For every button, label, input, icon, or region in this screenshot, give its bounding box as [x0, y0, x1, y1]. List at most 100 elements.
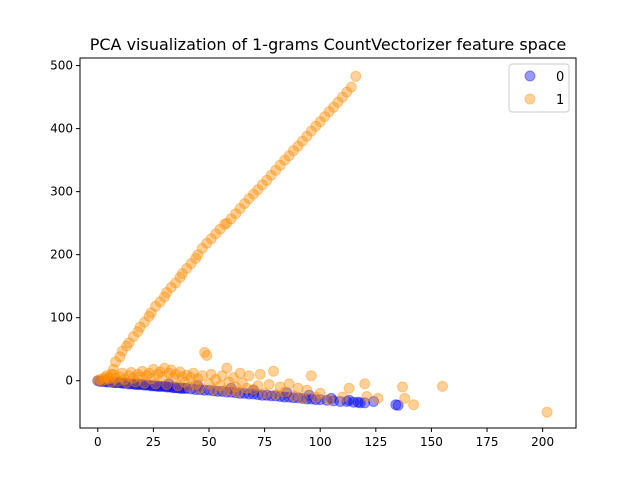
point-series-1-97 — [167, 372, 179, 384]
point-series-1-94 — [161, 379, 173, 390]
x-tick-label-100: 100 — [309, 435, 332, 449]
point-series-0-85 — [248, 384, 259, 396]
legend-label-1: 1 — [556, 93, 564, 108]
point-series-1-152 — [372, 392, 384, 404]
point-series-1-47 — [274, 159, 286, 171]
point-series-1-68 — [103, 373, 115, 385]
point-series-1-37 — [230, 208, 242, 220]
point-series-0-60 — [270, 390, 282, 402]
point-series-0-27 — [152, 380, 164, 392]
legend-marker-1 — [524, 93, 536, 105]
point-series-1-32 — [210, 228, 222, 240]
point-series-1-71 — [110, 372, 122, 384]
point-series-1-57 — [319, 111, 331, 123]
point-series-1-65 — [94, 374, 106, 385]
point-series-1-104 — [183, 381, 195, 393]
point-series-1-67 — [101, 370, 113, 382]
point-series-0-50 — [225, 386, 237, 398]
point-series-1-18 — [154, 296, 166, 308]
point-series-0-87 — [303, 389, 315, 401]
point-series-0-79 — [368, 396, 380, 407]
point-series-1-141 — [292, 382, 304, 394]
point-series-0-62 — [279, 391, 291, 403]
x-tick-label-125: 125 — [364, 435, 387, 449]
point-series-1-51 — [292, 140, 304, 152]
point-series-0-11 — [116, 377, 128, 389]
point-series-1-93 — [159, 362, 170, 374]
point-series-1-48 — [279, 154, 291, 166]
legend-marker-0 — [524, 70, 536, 82]
point-series-1-61 — [337, 91, 348, 103]
point-series-1-52 — [296, 135, 308, 147]
point-series-0-55 — [248, 388, 259, 400]
point-series-1-143 — [301, 384, 313, 396]
point-series-1-78 — [125, 367, 137, 378]
point-series-0-20 — [136, 379, 148, 390]
point-series-0-18 — [132, 379, 144, 390]
point-series-1-87 — [145, 373, 157, 385]
point-series-0-69 — [310, 394, 322, 406]
point-series-1-46 — [270, 164, 282, 176]
point-series-1-40 — [243, 193, 255, 205]
point-series-1-42 — [252, 184, 264, 196]
point-series-1-156 — [437, 380, 448, 392]
x-tick-label-200: 200 — [531, 435, 554, 449]
point-series-1-113 — [203, 378, 215, 390]
x-tick-label-75: 75 — [257, 435, 272, 449]
point-series-1-123 — [228, 372, 239, 384]
point-series-1-2 — [99, 374, 110, 385]
point-series-1-9 — [121, 340, 133, 352]
point-series-1-148 — [337, 391, 348, 403]
point-series-1-33 — [214, 223, 226, 235]
point-series-0-80 — [390, 399, 402, 411]
point-series-1-81 — [132, 368, 144, 380]
point-series-0-30 — [159, 380, 170, 392]
point-series-0-5 — [103, 376, 115, 388]
y-tick-label-300: 300 — [50, 185, 73, 199]
point-series-1-6 — [110, 356, 122, 368]
point-series-0-17 — [130, 379, 142, 390]
point-series-0-39 — [179, 382, 190, 394]
point-series-0-45 — [203, 384, 215, 396]
point-series-1-39 — [239, 198, 251, 210]
point-series-0-24 — [145, 380, 157, 392]
point-series-1-110 — [196, 370, 208, 382]
point-series-1-102 — [179, 376, 190, 388]
point-series-1-79 — [127, 372, 139, 384]
point-series-1-55 — [310, 120, 322, 132]
point-series-1-155 — [408, 399, 420, 411]
point-series-0-63 — [283, 391, 295, 403]
point-series-1-12 — [132, 326, 144, 338]
point-series-0-77 — [354, 397, 366, 409]
point-series-0-29 — [156, 380, 168, 392]
point-series-1-124 — [230, 381, 242, 393]
point-series-1-139 — [283, 378, 295, 390]
point-series-1-153 — [397, 381, 408, 393]
point-series-1-91 — [154, 366, 166, 378]
point-series-0-65 — [292, 392, 304, 404]
point-series-1-31 — [205, 233, 217, 245]
point-series-0-67 — [301, 393, 313, 405]
point-series-0-72 — [328, 395, 340, 407]
point-series-0-48 — [216, 385, 228, 397]
point-series-1-126 — [234, 367, 246, 379]
point-series-0-83 — [192, 380, 204, 392]
point-series-1-11 — [127, 331, 139, 343]
point-series-0-38 — [176, 382, 188, 394]
point-series-1-64 — [350, 70, 362, 82]
point-series-0-3 — [99, 375, 110, 387]
point-series-0-86 — [281, 387, 293, 399]
point-series-1-122 — [225, 385, 237, 397]
point-series-1-59 — [328, 101, 340, 113]
point-series-1-80 — [130, 376, 142, 388]
point-series-0-71 — [321, 394, 333, 406]
point-series-1-115 — [208, 384, 219, 396]
point-series-1-120 — [221, 362, 233, 374]
point-series-0-28 — [154, 380, 166, 392]
point-series-0-7 — [107, 377, 119, 389]
x-tick-label-150: 150 — [420, 435, 443, 449]
point-series-1-35 — [221, 217, 233, 229]
point-series-1-0 — [92, 375, 104, 387]
point-series-1-10 — [123, 337, 135, 349]
point-series-0-25 — [147, 380, 159, 392]
